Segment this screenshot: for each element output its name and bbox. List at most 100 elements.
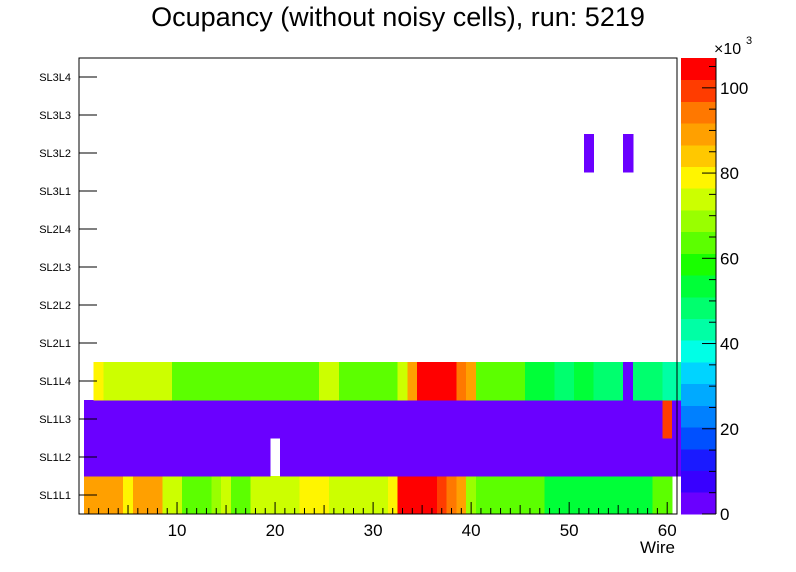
heatmap-cell bbox=[309, 476, 320, 515]
heatmap-cell bbox=[358, 438, 369, 477]
heatmap-cell bbox=[132, 400, 144, 439]
heatmap-cell bbox=[505, 438, 516, 477]
heatmap-cell bbox=[221, 476, 232, 515]
heatmap-cell bbox=[613, 438, 624, 477]
heatmap-cell bbox=[387, 438, 399, 477]
heatmap-cell bbox=[230, 400, 242, 439]
heatmap-cell bbox=[505, 400, 516, 439]
x-tick-label: 60 bbox=[658, 521, 677, 540]
heatmap-cell bbox=[93, 400, 104, 439]
heatmap-cell bbox=[162, 362, 173, 401]
heatmap-cell bbox=[162, 476, 173, 515]
x-axis-label: Wire bbox=[640, 538, 675, 557]
colorbar-tick-label: 60 bbox=[720, 249, 739, 268]
y-tick-label: SL2L3 bbox=[39, 262, 71, 274]
heatmap-cell bbox=[378, 438, 389, 477]
heatmap-cell bbox=[642, 400, 653, 439]
colorbar-tick-label: 40 bbox=[720, 335, 739, 354]
heatmap-cell bbox=[93, 362, 104, 401]
heatmap-cell bbox=[387, 400, 399, 439]
heatmap-cell bbox=[113, 476, 124, 515]
y-tick-label: SL3L3 bbox=[39, 110, 71, 122]
y-tick-label: SL1L3 bbox=[39, 414, 71, 426]
heatmap-cell bbox=[279, 476, 291, 515]
heatmap-cell bbox=[299, 476, 310, 515]
heatmap-cell bbox=[456, 438, 467, 477]
heatmap-cell bbox=[515, 362, 526, 401]
heatmap-cell bbox=[427, 438, 438, 477]
heatmap-cell bbox=[201, 438, 212, 477]
heatmap-cell bbox=[152, 438, 163, 477]
x-tick-label: 30 bbox=[364, 521, 383, 540]
heatmap-cell bbox=[574, 400, 585, 439]
colorbar-segment bbox=[681, 427, 716, 450]
x-tick-label: 20 bbox=[266, 521, 285, 540]
heatmap-cell bbox=[132, 362, 144, 401]
heatmap-cell bbox=[103, 362, 114, 401]
heatmap-cell bbox=[476, 362, 487, 401]
heatmap-cell bbox=[407, 476, 418, 515]
heatmap-cell bbox=[260, 438, 271, 477]
heatmap-cell bbox=[652, 400, 663, 439]
heatmap-cell bbox=[221, 362, 232, 401]
heatmap-cell bbox=[211, 400, 222, 439]
heatmap-cell bbox=[613, 400, 624, 439]
heatmap-cell bbox=[172, 476, 183, 515]
heatmap-cell bbox=[446, 476, 457, 515]
heatmap-cell bbox=[652, 476, 663, 515]
colorbar-multiplier-exponent: 3 bbox=[746, 35, 752, 47]
heatmap-cell bbox=[476, 438, 487, 477]
heatmap-cell bbox=[348, 438, 359, 477]
plot-frame bbox=[78, 57, 678, 515]
heatmap-cell bbox=[525, 362, 536, 401]
heatmap-cell bbox=[652, 438, 663, 477]
y-tick-label: SL1L1 bbox=[39, 490, 71, 502]
heatmap-cell bbox=[427, 400, 438, 439]
heatmap-cell bbox=[299, 438, 310, 477]
heatmap-cell bbox=[485, 438, 497, 477]
heatmap-cell bbox=[515, 476, 526, 515]
heatmap-cell bbox=[191, 362, 202, 401]
heatmap-cell bbox=[162, 438, 173, 477]
heatmap-cell bbox=[583, 362, 595, 401]
heatmap-cell bbox=[358, 400, 369, 439]
heatmap-cell bbox=[201, 476, 212, 515]
heatmap-cell bbox=[583, 476, 595, 515]
colorbar-segment bbox=[681, 210, 716, 233]
heatmap-cell bbox=[123, 362, 134, 401]
colorbar-segment bbox=[681, 492, 716, 515]
heatmap-cell bbox=[476, 476, 487, 515]
heatmap-cell bbox=[603, 400, 614, 439]
heatmap-cell bbox=[632, 400, 644, 439]
heatmap-cell bbox=[358, 476, 369, 515]
heatmap-cell bbox=[348, 476, 359, 515]
heatmap-cell bbox=[427, 362, 438, 401]
heatmap-cell bbox=[221, 400, 232, 439]
heatmap-cell bbox=[152, 400, 163, 439]
heatmap-cell bbox=[250, 438, 261, 477]
heatmap-cell bbox=[544, 476, 555, 515]
heatmap-cell bbox=[309, 362, 320, 401]
heatmap-cell bbox=[397, 400, 408, 439]
heatmap-cell bbox=[319, 438, 330, 477]
heatmap-cell bbox=[456, 476, 467, 515]
heatmap-cell bbox=[534, 438, 546, 477]
heatmap-cell bbox=[348, 400, 359, 439]
heatmap-cell bbox=[142, 362, 153, 401]
heatmap-cell bbox=[407, 438, 418, 477]
heatmap-cell bbox=[554, 400, 565, 439]
heatmap-cell bbox=[279, 362, 291, 401]
heatmap-cell bbox=[564, 362, 575, 401]
heatmap-cell bbox=[113, 438, 124, 477]
heatmap-cell bbox=[309, 438, 320, 477]
heatmap-cell bbox=[407, 400, 418, 439]
heatmap-cell bbox=[446, 362, 457, 401]
colorbar-segment bbox=[681, 144, 716, 167]
heatmap-cell bbox=[505, 362, 516, 401]
heatmap-cell bbox=[211, 476, 222, 515]
heatmap-cell bbox=[466, 476, 477, 515]
heatmap-cell bbox=[348, 362, 359, 401]
heatmap-cell bbox=[642, 476, 653, 515]
heatmap-cell bbox=[201, 362, 212, 401]
heatmap-cell bbox=[662, 362, 673, 401]
